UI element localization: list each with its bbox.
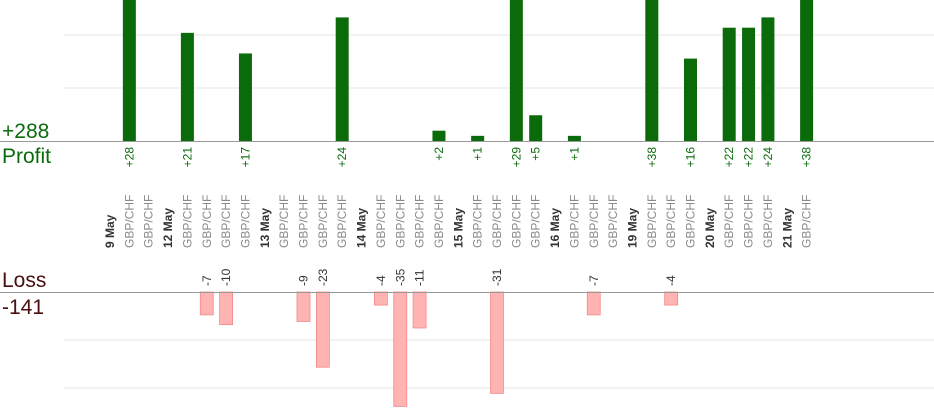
- tick-label: GBP/CHF: [297, 195, 311, 248]
- profit-value-label: +29: [509, 147, 523, 168]
- tick-label: GBP/CHF: [122, 195, 136, 248]
- profit-value-label: +16: [684, 147, 698, 168]
- loss-value-label: -35: [393, 268, 407, 286]
- tick-label: GBP/CHF: [509, 195, 523, 248]
- tick-label: GBP/CHF: [490, 195, 504, 248]
- tick-label: GBP/CHF: [471, 195, 485, 248]
- tick-label: GBP/CHF: [142, 195, 156, 248]
- profit-label: Profit: [2, 145, 51, 168]
- loss-value-label: -4: [374, 275, 388, 286]
- tick-label: GBP/CHF: [800, 195, 814, 248]
- profit-value-label: +1: [567, 147, 581, 161]
- tick-label: GBP/CHF: [684, 195, 698, 248]
- profit-bar: [335, 17, 349, 141]
- profit-value-label: +1: [471, 147, 485, 161]
- loss-bar: [412, 291, 427, 329]
- loss-total: -141: [2, 296, 44, 319]
- profit-bar: [509, 0, 523, 142]
- profit-value-label: +28: [122, 147, 136, 168]
- day-label: 19 May: [625, 208, 639, 248]
- profit-bar: [529, 115, 543, 141]
- profit-bar: [180, 32, 194, 141]
- tick-label: GBP/CHF: [393, 195, 407, 248]
- profit-bar: [567, 135, 581, 141]
- profit-bar: [432, 130, 446, 141]
- profit-bar: [645, 0, 659, 141]
- tick-label: GBP/CHF: [238, 195, 252, 248]
- profit-bar: [122, 0, 136, 141]
- tick-label: GBP/CHF: [587, 195, 601, 248]
- profit-value-label: +38: [800, 147, 814, 168]
- loss-bar: [490, 291, 504, 394]
- tick-label: GBP/CHF: [529, 195, 543, 248]
- tick-label: GBP/CHF: [761, 195, 775, 248]
- loss-bar: [393, 291, 408, 407]
- tick-label: GBP/CHF: [606, 195, 620, 248]
- profit-bar: [800, 0, 814, 141]
- bars: [122, 0, 814, 407]
- tick-label: GBP/CHF: [645, 195, 659, 248]
- loss-value-label: -23: [316, 268, 330, 286]
- tick-label: GBP/CHF: [374, 195, 388, 248]
- tick-label: GBP/CHF: [335, 195, 349, 248]
- loss-bar: [664, 291, 679, 306]
- loss-value-label: -31: [490, 268, 504, 286]
- day-label: 9 May: [103, 214, 117, 248]
- profit-value-label: +21: [180, 147, 194, 168]
- profit-value-label: +24: [761, 147, 775, 168]
- day-label: 12 May: [161, 208, 175, 248]
- profit-bar: [742, 27, 756, 142]
- profit-bar: [238, 53, 252, 142]
- loss-bar: [199, 291, 214, 316]
- labels: 9 May GBP/CHF +28 GBP/CHF 12 May GBP/CHF +21 GB…: [103, 147, 814, 286]
- profit-value-label: +5: [529, 147, 543, 161]
- profit-value-label: +24: [335, 147, 349, 168]
- tick-label: GBP/CHF: [200, 195, 214, 248]
- profit-bar: [684, 58, 697, 141]
- profit-value-label: +22: [742, 147, 756, 168]
- loss-bar: [586, 291, 601, 316]
- loss-value-label: -7: [200, 275, 214, 286]
- loss-value-label: -10: [219, 268, 233, 286]
- profit-value-label: +2: [432, 147, 446, 161]
- tick-label: GBP/CHF: [180, 195, 194, 248]
- profit-bar: [761, 17, 775, 141]
- profit-value-label: +22: [722, 147, 736, 168]
- profit-value-label: +38: [645, 147, 659, 168]
- loss-value-label: -11: [413, 269, 427, 286]
- day-label: 15 May: [451, 208, 465, 248]
- loss-value-label: -7: [587, 275, 601, 286]
- loss-bar: [373, 291, 388, 306]
- axes: [0, 141, 934, 293]
- loss-bar: [315, 291, 330, 368]
- loss-bar: [219, 291, 234, 326]
- tick-label: GBP/CHF: [277, 195, 291, 248]
- tick-label: GBP/CHF: [722, 195, 736, 248]
- profit-total: +288: [2, 120, 49, 143]
- loss-bar: [296, 291, 311, 322]
- day-label: 20 May: [703, 208, 717, 248]
- tick-label: GBP/CHF: [742, 195, 756, 248]
- loss-label: Loss: [2, 269, 46, 292]
- profit-bar: [471, 135, 485, 141]
- day-label: 14 May: [355, 208, 369, 248]
- loss-value-label: -9: [297, 275, 311, 286]
- profit-value-label: +17: [238, 147, 252, 168]
- tick-label: GBP/CHF: [664, 195, 678, 248]
- tick-label: GBP/CHF: [567, 195, 581, 248]
- loss-value-label: -4: [664, 275, 678, 286]
- tick-label: GBP/CHF: [413, 195, 427, 248]
- tick-label: GBP/CHF: [432, 195, 446, 248]
- tick-label: GBP/CHF: [316, 195, 330, 248]
- day-label: 13 May: [258, 208, 272, 248]
- profit-bar: [722, 27, 736, 142]
- day-label: 16 May: [548, 208, 562, 248]
- tick-label: GBP/CHF: [219, 195, 233, 248]
- day-label: 21 May: [780, 208, 794, 248]
